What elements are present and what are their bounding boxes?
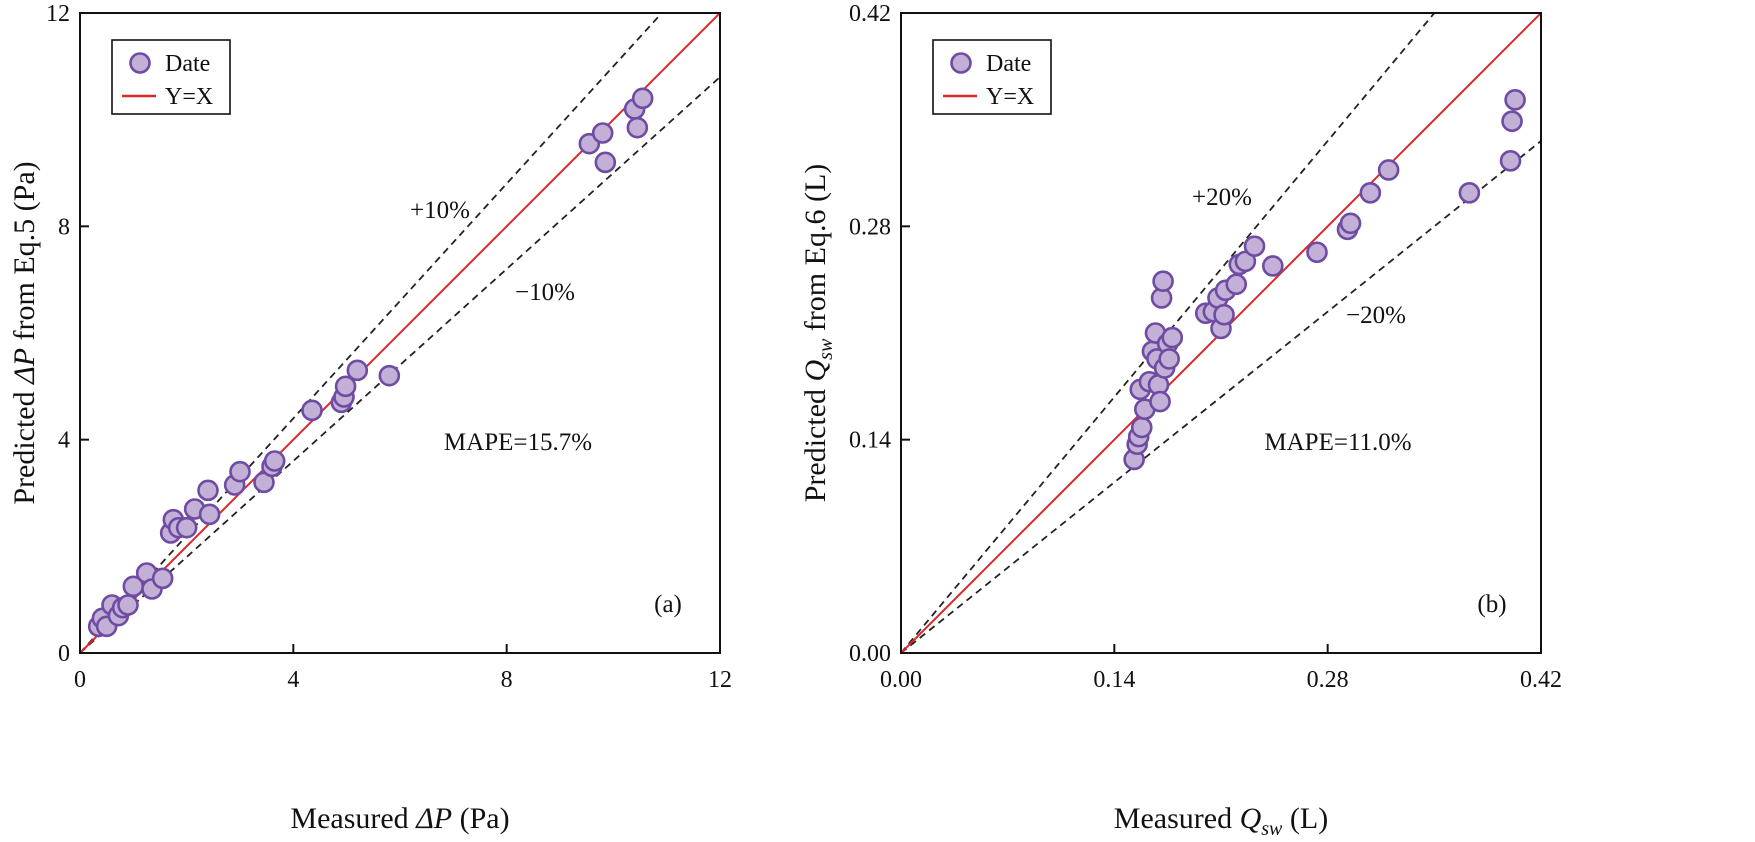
identity-line <box>80 13 720 653</box>
data-point <box>1161 326 1184 349</box>
panel-label: (a) <box>654 591 682 618</box>
data-point <box>378 364 401 387</box>
data-point <box>631 87 654 110</box>
upper-band-label: +10% <box>410 197 470 224</box>
x-tick-label: 0.00 <box>880 667 922 693</box>
data-point <box>1458 182 1481 204</box>
lower-band-line <box>80 76 720 653</box>
legend: Date Y=X <box>111 39 231 115</box>
x-axis-label: Measured Qsw (L) <box>1114 802 1328 840</box>
data-point <box>229 460 251 483</box>
legend: Date Y=X <box>932 39 1052 115</box>
legend-line-label: Y=X <box>986 84 1034 110</box>
panel-b: 0.00 0.14 0.28 0.42 0.00 0.14 0.28 0.42 +20% −20%… <box>799 1 1562 840</box>
data-point <box>117 594 139 616</box>
data-point <box>175 516 198 539</box>
x-axis-label: Measured ΔP (Pa) <box>290 802 509 835</box>
data-point <box>1501 110 1523 132</box>
data-point <box>1225 273 1248 296</box>
legend-marker <box>129 52 151 74</box>
legend-line-label: Y=X <box>165 84 213 110</box>
data-point <box>334 375 357 398</box>
lower-band-label: −20% <box>1346 302 1406 329</box>
data-point <box>1339 212 1362 235</box>
mape-label: MAPE=15.7% <box>444 429 592 456</box>
data-point <box>591 122 614 144</box>
data-points <box>87 87 654 638</box>
y-tick-label: 0.00 <box>849 641 891 667</box>
data-point <box>301 399 323 422</box>
data-point <box>1499 150 1522 172</box>
data-point <box>1243 235 1266 257</box>
y-tick-label: 8 <box>58 214 70 240</box>
panel-label: (b) <box>1477 591 1506 618</box>
legend-box <box>932 39 1052 115</box>
data-point <box>1377 159 1400 181</box>
data-point <box>1262 255 1284 277</box>
data-point <box>263 450 286 472</box>
panel-a: 0 4 8 12 0 4 8 12 +10% −10% MAPE=15.7% (a) Date Y=X Me… <box>8 1 732 835</box>
plot-frame <box>900 12 1542 654</box>
mape-label: MAPE=11.0% <box>1264 429 1411 456</box>
data-point <box>1149 390 1171 413</box>
data-point <box>594 151 617 174</box>
y-axis-label: Predicted Qsw from Eq.6 (L) <box>799 164 837 503</box>
legend-series-label: Date <box>165 51 210 77</box>
legend-box <box>111 39 231 115</box>
x-tick-label: 0.42 <box>1520 667 1562 693</box>
y-tick-label: 0.42 <box>849 1 891 27</box>
data-point <box>1306 241 1328 264</box>
data-point <box>197 479 219 502</box>
legend-series-label: Date <box>986 51 1031 77</box>
data-point <box>626 116 649 139</box>
x-tick-label: 8 <box>501 667 513 693</box>
lower-band-line <box>901 140 1541 653</box>
y-tick-label: 4 <box>58 428 70 454</box>
x-tick-label: 0 <box>74 667 86 693</box>
x-tick-label: 0.14 <box>1093 667 1135 693</box>
y-tick-label: 0 <box>58 641 70 667</box>
lower-band-label: −10% <box>515 279 575 306</box>
data-point <box>1158 348 1180 370</box>
data-point <box>1504 89 1526 111</box>
data-point <box>198 503 221 526</box>
axis-ticks: 0 4 8 12 0 4 8 12 <box>46 1 732 693</box>
plot-frame <box>79 12 721 654</box>
data-point <box>1130 416 1153 439</box>
data-point <box>1213 303 1235 326</box>
y-axis-label: Predicted ΔP from Eq.5 (Pa) <box>8 161 41 504</box>
data-points <box>1123 89 1526 471</box>
x-tick-label: 4 <box>287 667 299 693</box>
upper-band-label: +20% <box>1192 184 1252 211</box>
data-point <box>151 567 174 590</box>
x-tick-label: 0.28 <box>1307 667 1349 693</box>
y-tick-label: 0.14 <box>849 428 891 454</box>
data-point <box>1152 270 1174 292</box>
y-tick-label: 0.28 <box>849 214 891 240</box>
legend-marker <box>950 52 972 74</box>
data-point <box>346 359 369 382</box>
axis-ticks: 0.00 0.14 0.28 0.42 0.00 0.14 0.28 0.42 <box>849 1 1562 693</box>
y-tick-label: 12 <box>46 1 70 27</box>
data-point <box>1359 182 1382 204</box>
x-tick-label: 12 <box>708 667 732 693</box>
